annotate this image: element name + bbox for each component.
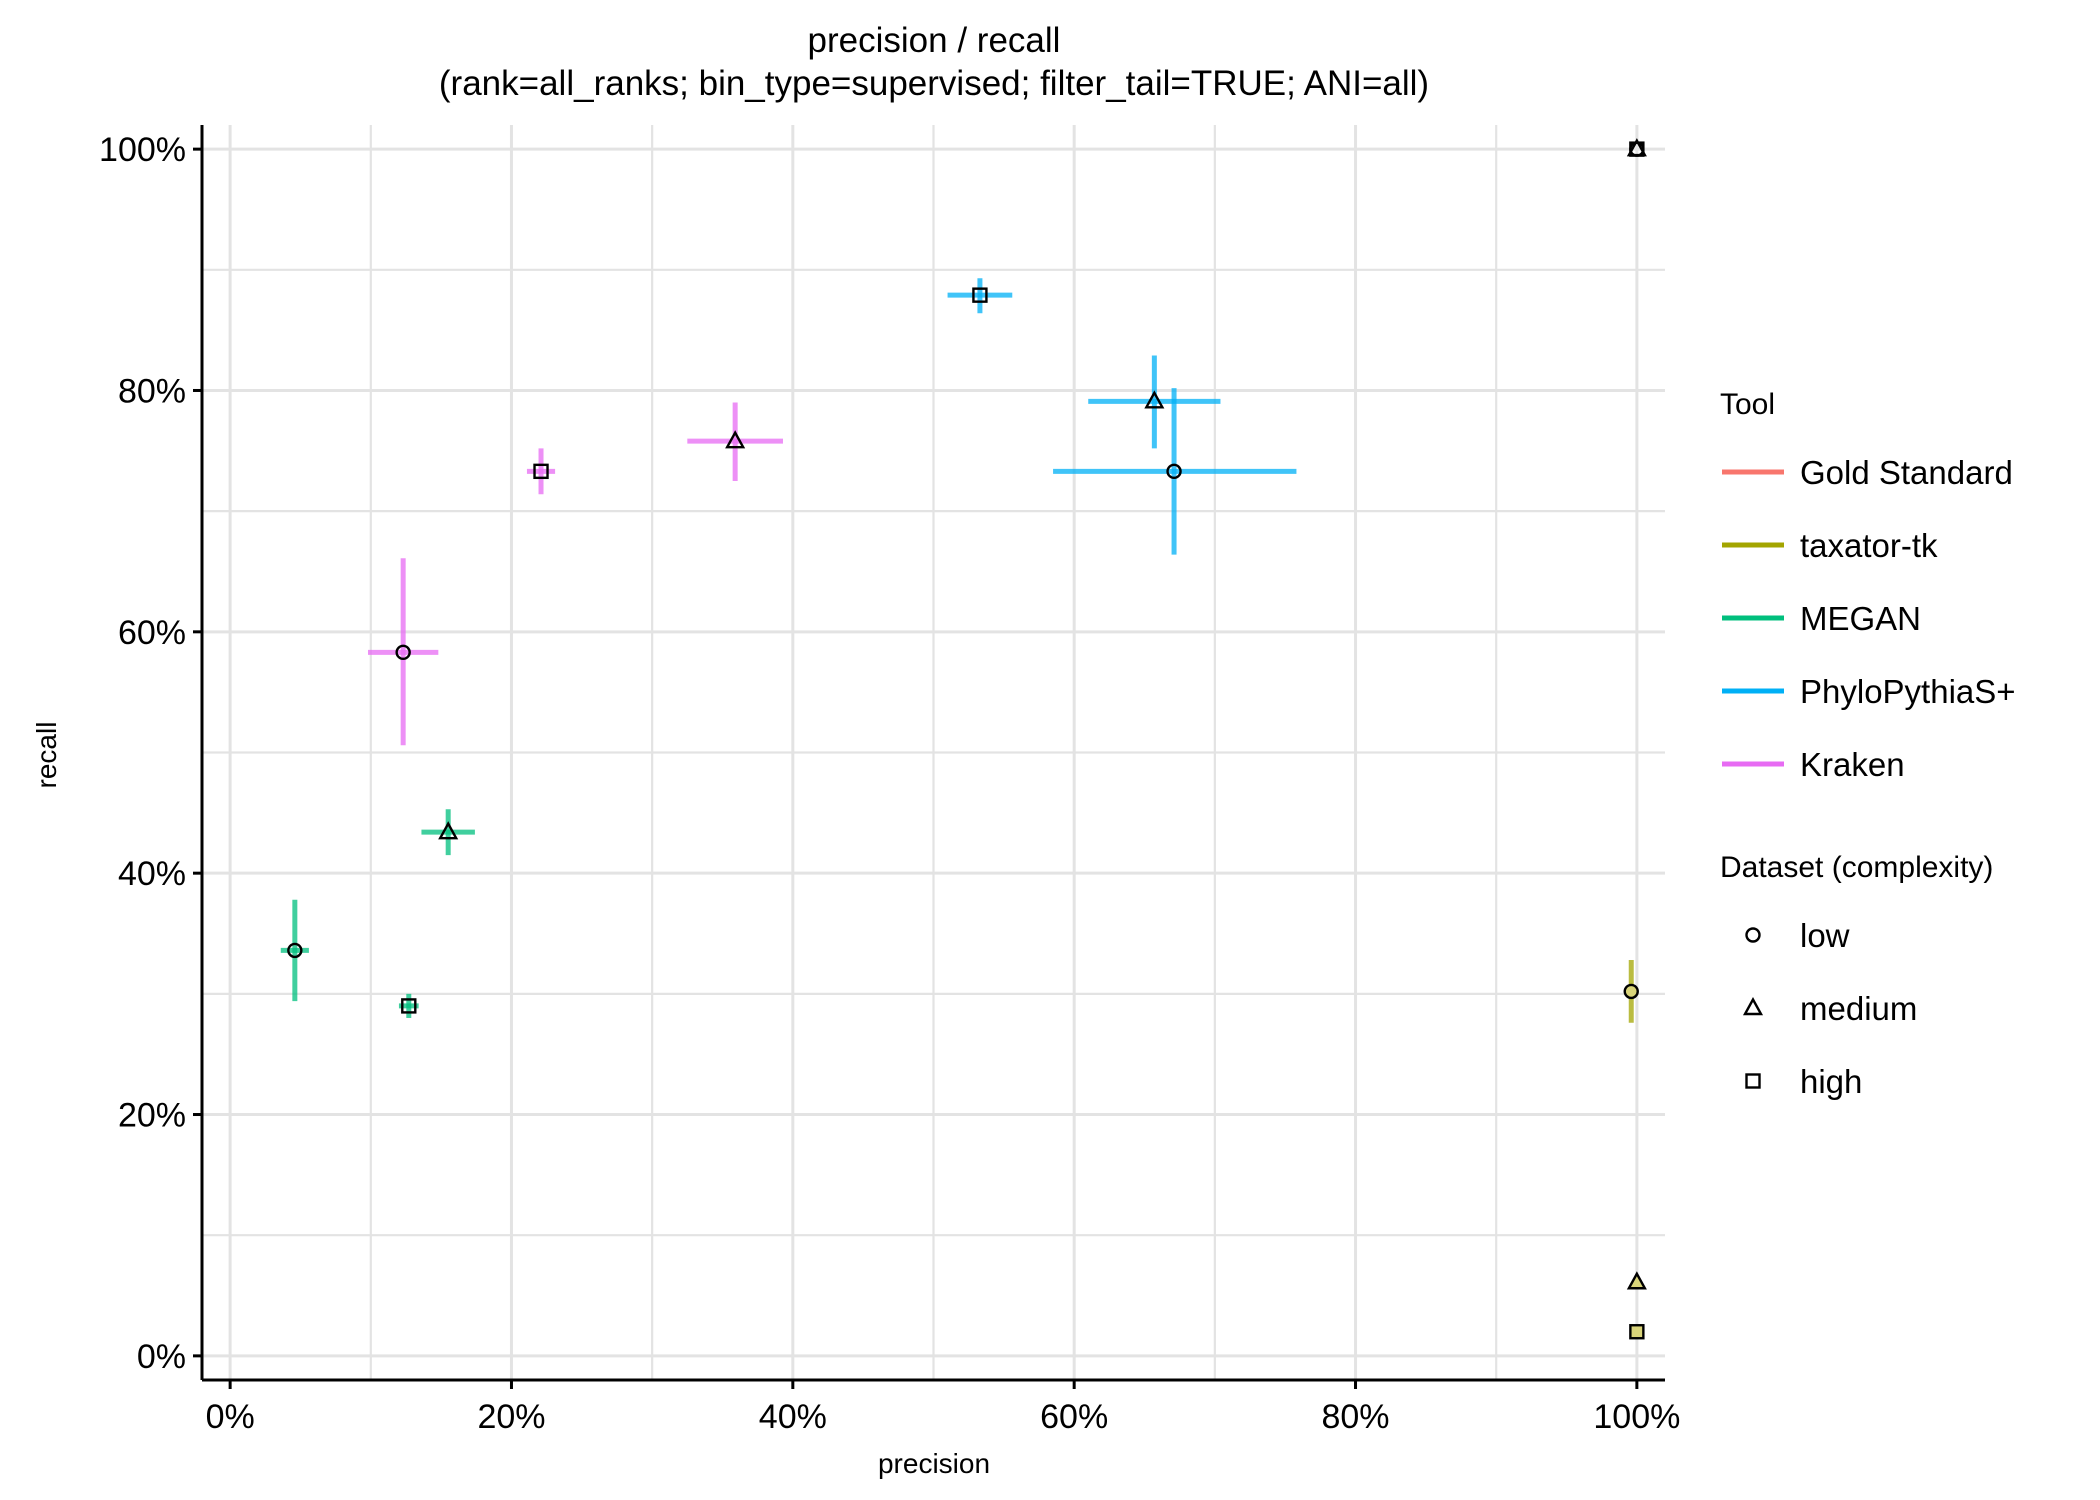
point-kraken-low bbox=[395, 644, 411, 661]
dataset-legend-title: Dataset (complexity) bbox=[1720, 851, 1993, 884]
y-tick-label: 80% bbox=[118, 372, 186, 410]
axes bbox=[200, 125, 1665, 1382]
legend-label-tool: Kraken bbox=[1800, 746, 1905, 783]
point-taxator-tk-low bbox=[1623, 983, 1639, 1000]
legend-key-high bbox=[1745, 1073, 1761, 1089]
point-megan-high bbox=[401, 998, 417, 1014]
y-tick-label: 40% bbox=[118, 855, 186, 893]
legend-key-medium bbox=[1742, 997, 1764, 1016]
legend-label-tool: MEGAN bbox=[1800, 600, 1921, 637]
x-tick-label: 0% bbox=[206, 1398, 255, 1436]
point-megan-medium bbox=[438, 821, 459, 840]
y-tick-label: 100% bbox=[99, 131, 186, 169]
legend-label-tool: taxator-tk bbox=[1800, 527, 1938, 564]
point-phylopythias-medium bbox=[1144, 390, 1165, 409]
legend-label-dataset: high bbox=[1800, 1063, 1862, 1100]
legend-key-low bbox=[1745, 927, 1761, 943]
legend-label-dataset: medium bbox=[1800, 990, 1917, 1027]
tool-legend: Tool Gold Standard taxator-tk MEGAN PhyloPy… bbox=[1720, 388, 2016, 783]
x-tick-label: 40% bbox=[759, 1398, 827, 1436]
x-tick-label: 60% bbox=[1040, 1398, 1108, 1436]
data-points bbox=[287, 138, 1647, 1340]
tool-legend-title: Tool bbox=[1720, 388, 1775, 421]
point-taxator-tk-medium bbox=[1626, 1271, 1647, 1290]
error-bars bbox=[280, 278, 1635, 1023]
point-phylopythias-low bbox=[1166, 463, 1182, 480]
tick-labels: 0% 20% 40% 60% 80% 100% 0% 20% 40% 60% 80% 100% bbox=[99, 131, 1680, 1436]
point-kraken-medium bbox=[725, 430, 746, 449]
y-axis-title: recall bbox=[31, 722, 62, 789]
dataset-legend: Dataset (complexity) low medium high bbox=[1720, 851, 1993, 1100]
point-taxator-tk-high bbox=[1629, 1324, 1645, 1340]
chart-title: precision / recall bbox=[808, 21, 1061, 60]
y-tick-label: 60% bbox=[118, 614, 186, 652]
y-tick-label: 20% bbox=[118, 1097, 186, 1135]
x-axis-title: precision bbox=[878, 1448, 990, 1479]
legend-label-tool: Gold Standard bbox=[1800, 454, 2013, 491]
x-tick-label: 100% bbox=[1593, 1398, 1680, 1436]
legend-label-dataset: low bbox=[1800, 917, 1850, 954]
x-tick-label: 80% bbox=[1321, 1398, 1389, 1436]
chart-subtitle: (rank=all_ranks; bin_type=supervised; fi… bbox=[439, 64, 1429, 103]
x-tick-label: 20% bbox=[477, 1398, 545, 1436]
legend-label-tool: PhyloPythiaS+ bbox=[1800, 673, 2016, 710]
grid-lines bbox=[202, 125, 1665, 1380]
point-phylopythias-high bbox=[972, 287, 988, 303]
point-megan-low bbox=[287, 942, 303, 959]
point-gold-standard-high bbox=[1629, 141, 1645, 157]
point-kraken-high bbox=[533, 463, 549, 480]
y-tick-label: 0% bbox=[137, 1338, 186, 1376]
